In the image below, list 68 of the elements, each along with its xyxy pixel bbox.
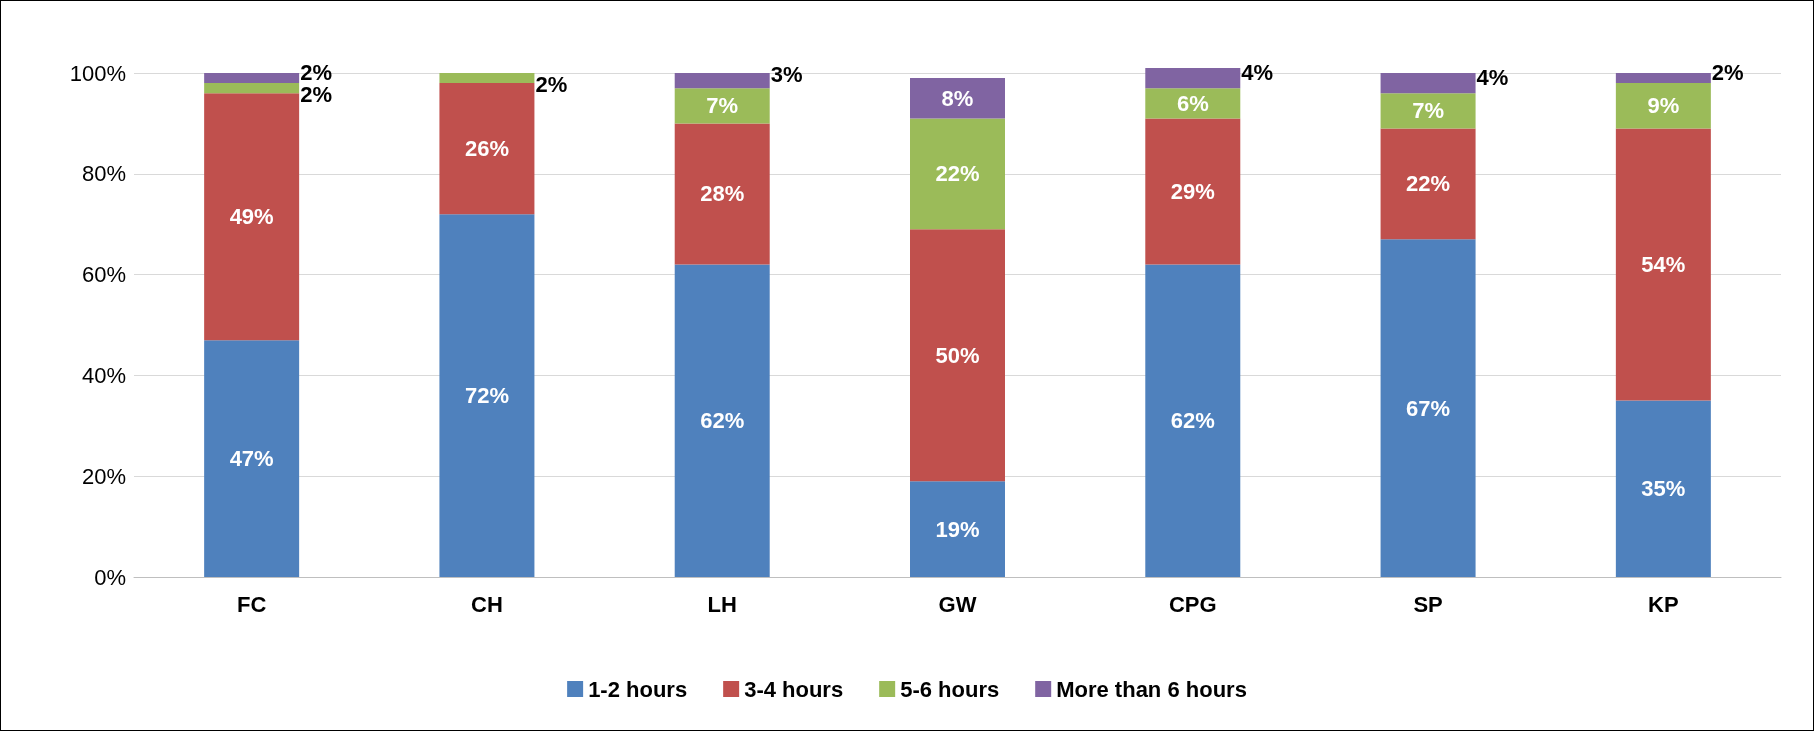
data-label: 35% [1641,476,1686,502]
x-tick-label: LH [707,591,737,617]
y-tick-label: 40% [81,362,126,388]
data-label: 67% [1406,395,1451,421]
x-tick-label: GW [938,591,977,617]
data-label: 29% [1170,178,1215,204]
y-tick-label: 20% [81,463,126,489]
bar [439,214,535,577]
bar [1380,239,1476,577]
y-tick-label: 0% [94,564,126,590]
data-label: 72% [464,383,509,409]
bar [910,78,1005,119]
bar [1145,118,1241,265]
data-label: 6% [1176,90,1209,116]
data-label: 19% [935,516,980,542]
data-label: 7% [1412,98,1444,124]
data-label: 22% [935,161,980,187]
bar [204,93,300,341]
bar [1380,128,1476,240]
data-label: 4% [1241,59,1274,85]
bar [1615,73,1711,84]
bar [439,83,535,215]
bar [204,73,300,84]
data-label: 47% [229,446,274,472]
bar [1145,68,1241,89]
bar [1615,83,1711,129]
bar [1615,400,1711,577]
data-label: 22% [1406,171,1451,197]
legend-label: 5-6 hours [900,676,1000,702]
data-label: 26% [464,136,509,162]
y-tick-label: 100% [69,60,126,86]
data-label: 3% [770,62,803,88]
legend-label: 1-2 hours [588,676,688,702]
y-tick-label: 60% [81,262,126,288]
bar [1145,264,1241,577]
data-label: 50% [935,342,980,368]
data-label: 28% [700,181,745,207]
bar [1380,93,1476,129]
data-label: 8% [941,85,974,111]
bar [674,88,770,124]
bar [1380,73,1476,94]
data-label: 7% [706,93,739,119]
data-label: 62% [1170,408,1215,434]
bar [204,340,300,577]
data-label: 54% [1641,252,1686,278]
x-tick-label: CH [471,591,503,617]
bar [439,73,535,84]
bar [1615,128,1711,401]
bar [204,83,300,94]
bar [910,229,1005,482]
x-tick-label: FC [236,591,267,617]
data-label: 2% [1711,59,1744,85]
bar [910,481,1005,577]
bar [674,73,770,89]
legend-label: 3-4 hours [744,676,844,702]
data-label: 62% [700,408,745,434]
bar [674,123,770,265]
x-tick-label: CPG [1168,591,1217,617]
data-label: 2% [535,71,568,97]
data-label: 9% [1647,93,1680,119]
x-tick-label: SP [1413,591,1443,617]
x-tick-label: KP [1648,591,1679,617]
data-label: 4% [1476,64,1509,90]
data-label: 49% [229,204,274,230]
y-tick-label: 80% [81,161,126,187]
bar [674,264,770,577]
legend-label: More than 6 hours [1056,676,1247,702]
bar [910,118,1005,230]
